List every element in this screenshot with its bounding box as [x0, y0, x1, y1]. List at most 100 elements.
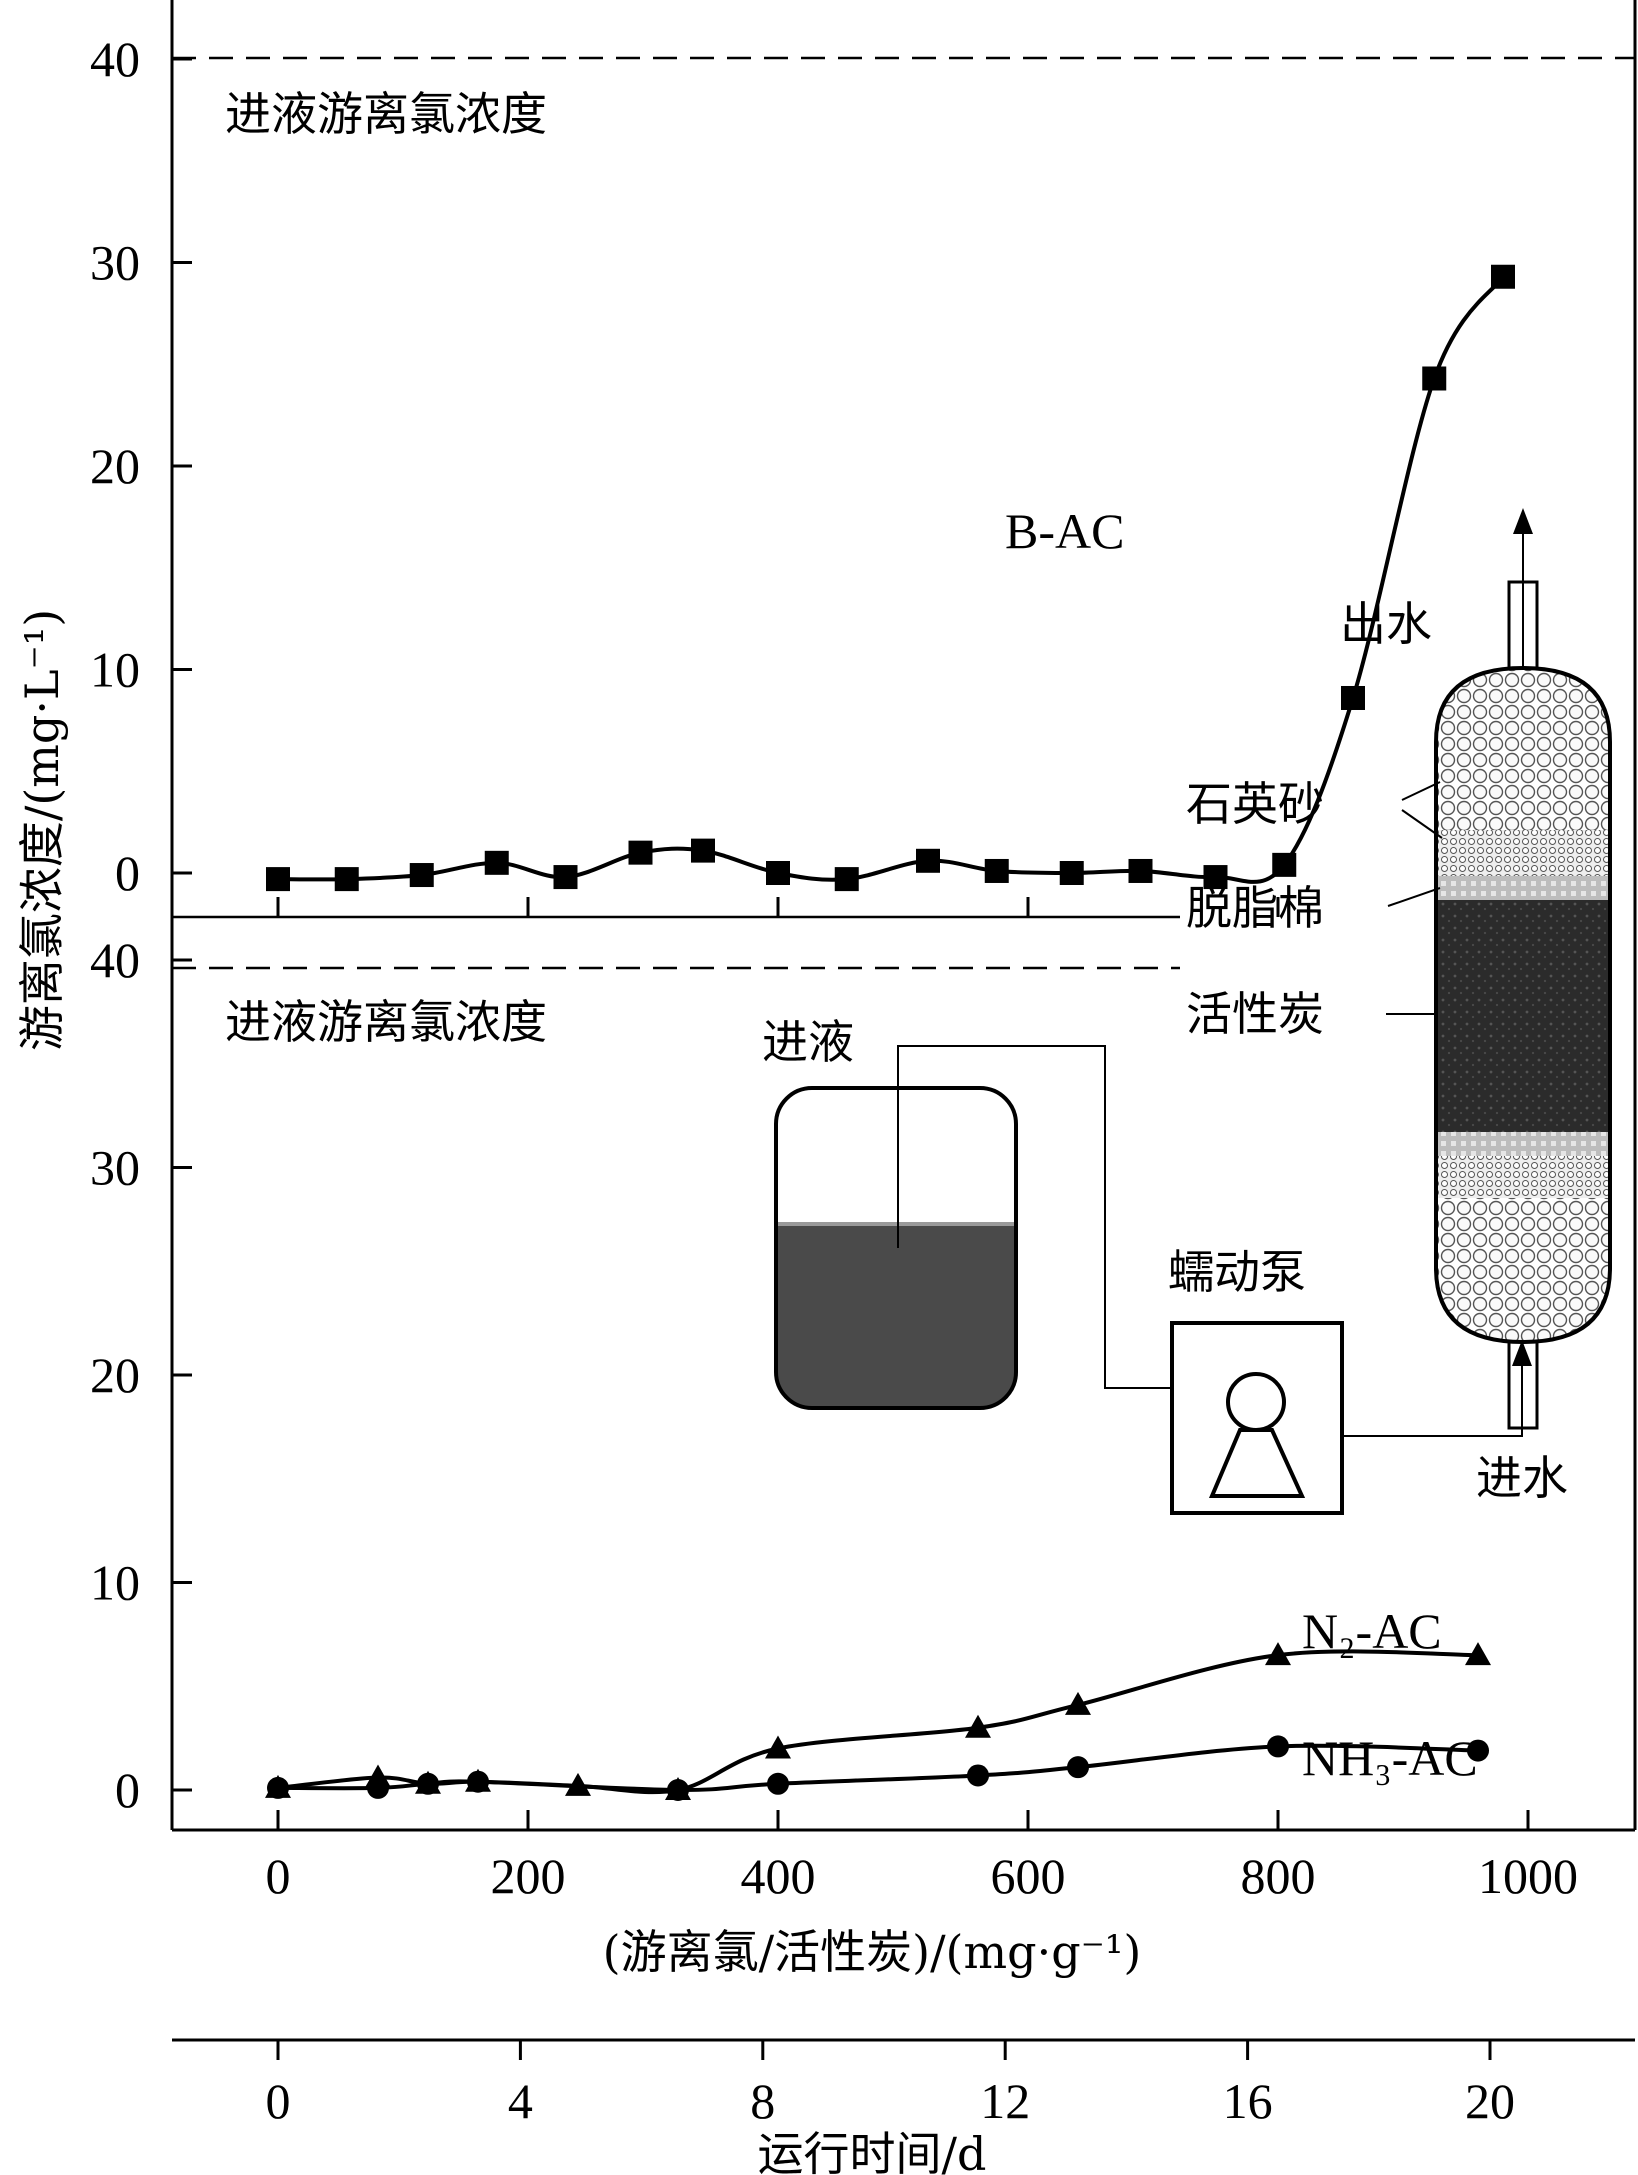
- b-ac-point: [409, 863, 434, 888]
- n2-ac-point: [965, 1714, 991, 1738]
- lower-fine-sand: [1436, 1156, 1610, 1204]
- activated-carbon: [1436, 900, 1610, 1132]
- time-tick-label: 8: [750, 2073, 775, 2129]
- inlet-arrow-head: [1512, 1340, 1532, 1366]
- bottom-y-tick-label: 20: [90, 1347, 140, 1403]
- b-ac-point: [691, 838, 715, 863]
- carbon-label: 活性炭: [1186, 987, 1324, 1041]
- n2-ac-point: [1465, 1642, 1491, 1666]
- n2-ac-series-label: N₂-AC: [1302, 1603, 1442, 1659]
- n2-ac-curve: [277, 1649, 1479, 1795]
- top-y-tick-label: 0: [115, 845, 140, 901]
- time-axis: 运行时间/d: [172, 2038, 1635, 2175]
- top-y-tick-label: 30: [90, 235, 140, 291]
- axis-ticks: 0102030400102030400200400600800100012000…: [90, 31, 1578, 2129]
- cotton-label: 脱脂棉: [1186, 881, 1324, 935]
- peristaltic-pump: 蠕动泵: [1168, 1245, 1344, 1515]
- b-ac-point: [984, 858, 1009, 883]
- time-axis-title: 运行时间/d: [758, 2127, 987, 2175]
- b-ac-series-label: B-AC: [1005, 503, 1124, 559]
- nh3-ac-point: [667, 1779, 689, 1801]
- bottom-y-tick-label: 10: [90, 1555, 140, 1611]
- bottom-y-tick-label: 30: [90, 1140, 140, 1196]
- b-ac-point: [1128, 858, 1153, 883]
- outlet-label: 出水: [1340, 597, 1432, 651]
- nh3-ac-point: [367, 1776, 389, 1799]
- nh3-ac-markers: [267, 1735, 1489, 1801]
- b-ac-point: [484, 850, 509, 875]
- time-tick-label: 20: [1465, 2073, 1515, 2129]
- b-ac-point: [1491, 264, 1515, 289]
- b-ac-point: [628, 840, 653, 865]
- b-ac-point: [1422, 366, 1447, 391]
- pump-label: 蠕动泵: [1168, 1245, 1306, 1299]
- b-ac-point: [553, 865, 578, 890]
- feed-tank: 进液: [762, 1015, 1018, 1410]
- upper-cotton: [1436, 876, 1610, 900]
- b-ac-point: [1059, 861, 1084, 885]
- b-ac-point: [916, 848, 940, 873]
- b-ac-point: [266, 867, 290, 892]
- b-ac-point: [334, 867, 359, 892]
- lower-quartz-sand: [1436, 1198, 1610, 1342]
- adsorption-column: 出水 石英砂 脱脂棉 活性炭 进水: [1186, 508, 1612, 1505]
- x-tick-label: 600: [991, 1848, 1066, 1904]
- bottom-reference-label: 进液游离氯浓度: [225, 995, 547, 1049]
- top-reference-label: 进液游离氯浓度: [225, 87, 547, 141]
- n2-ac-point: [765, 1735, 791, 1759]
- nh3-ac-point: [967, 1764, 989, 1787]
- x-tick-label: 200: [491, 1848, 566, 1904]
- feed-label: 进液: [762, 1015, 854, 1069]
- time-tick-label: 12: [980, 2073, 1030, 2129]
- top-y-tick-label: 20: [90, 438, 140, 494]
- feed-tube: [897, 1045, 1225, 1389]
- x-tick-label: 1000: [1478, 1848, 1578, 1904]
- nh3-ac-point: [267, 1776, 289, 1799]
- upper-quartz-sand: [1436, 668, 1610, 836]
- apparatus-diagram: 进液 蠕动泵: [762, 508, 1612, 1515]
- b-ac-point: [766, 861, 790, 885]
- top-y-tick-label: 10: [90, 642, 140, 698]
- plot-frame: [170, 0, 1637, 1832]
- quartz-sand-label: 石英砂: [1186, 777, 1324, 831]
- nh3-ac-point: [467, 1770, 489, 1793]
- y-axis-title: 游离氯浓度/(mg·L⁻¹): [15, 609, 69, 1051]
- nh3-ac-point: [1267, 1735, 1289, 1758]
- column-shell: [1434, 665, 1612, 1345]
- b-ac-point: [1203, 865, 1228, 890]
- pump-base: [1208, 1428, 1306, 1498]
- b-ac-point: [1341, 685, 1365, 710]
- outlet-arrow-head: [1513, 508, 1533, 534]
- time-tick-label: 4: [508, 2073, 533, 2129]
- x-tick-label: 800: [1241, 1848, 1316, 1904]
- bottom-y-tick-label: 0: [115, 1762, 140, 1818]
- n2-ac-point: [1265, 1642, 1291, 1666]
- tank-liquid-cover: [778, 1222, 1014, 1282]
- bottom-panel: 进液游离氯浓度 N₂-AC NH₃-AC: [172, 966, 1491, 1801]
- x-tick-label: 400: [741, 1848, 816, 1904]
- tank-wall: [774, 1086, 1018, 1410]
- time-tick-label: 16: [1223, 2073, 1273, 2129]
- x-axis-title: (游离氯/活性炭)/(mg·g⁻¹): [603, 1925, 1142, 1979]
- nh3-ac-point: [767, 1772, 789, 1795]
- lower-cotton: [1436, 1132, 1610, 1156]
- nh3-ac-point: [417, 1772, 439, 1795]
- x-tick-label: 0: [266, 1848, 291, 1904]
- upper-fine-sand: [1436, 830, 1610, 876]
- b-ac-markers: [266, 264, 1515, 892]
- top-panel: 进液游离氯浓度 B-AC: [172, 56, 1635, 892]
- quartz-leader-1: [1401, 781, 1441, 801]
- nh3-ac-point: [1067, 1756, 1089, 1779]
- b-ac-point: [834, 867, 859, 892]
- n2-ac-point: [565, 1772, 591, 1796]
- quartz-leader-2: [1401, 809, 1443, 839]
- cotton-leader: [1387, 887, 1441, 907]
- b-ac-point: [1272, 852, 1297, 877]
- nh3-ac-point: [1467, 1739, 1489, 1762]
- n2-ac-point: [1065, 1691, 1091, 1715]
- nh3-ac-curve: [277, 1743, 1479, 1793]
- time-tick-label: 0: [266, 2073, 291, 2129]
- top-y-tick-label: 40: [90, 31, 140, 87]
- bottom-y-tick-label: 40: [90, 932, 140, 988]
